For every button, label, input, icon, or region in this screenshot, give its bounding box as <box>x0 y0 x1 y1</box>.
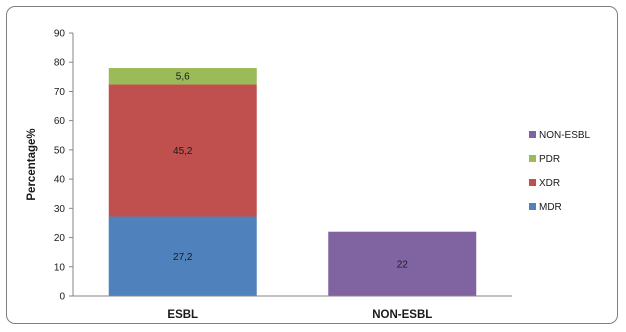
x-tick-label: ESBL <box>167 309 198 321</box>
y-tick-label: 40 <box>54 175 66 186</box>
bar-segment-mdr-esbl <box>108 216 257 296</box>
stacked-bar-chart: 0 10 20 30 40 50 60 70 80 90 27,2 45,2 5,6 22 ESBL NO… <box>26 29 591 322</box>
bar-segment-pdr-esbl <box>108 68 257 85</box>
chart-frame: 0 10 20 30 40 50 60 70 80 90 27,2 45,2 5,6 22 ESBL NO… <box>6 6 618 324</box>
legend-label-mdr: MDR <box>539 202 562 213</box>
y-tick-label: 90 <box>54 29 66 40</box>
y-axis: 0 10 20 30 40 50 60 70 80 90 <box>54 29 74 303</box>
y-tick-label: 50 <box>54 145 66 156</box>
legend-swatch-xdr <box>529 179 536 186</box>
data-label-mdr-esbl: 27,2 <box>173 252 193 263</box>
bars: 27,2 45,2 5,6 22 <box>108 68 477 296</box>
x-tick-label: NON-ESBL <box>372 309 432 321</box>
y-tick-label: 10 <box>54 262 66 273</box>
data-label-non-esbl-non-esbl: 22 <box>397 259 409 270</box>
legend-swatch-pdr <box>529 155 536 162</box>
data-label-pdr-esbl: 5,6 <box>176 72 190 83</box>
y-tick-label: 0 <box>59 292 65 303</box>
legend-label-xdr: XDR <box>539 178 560 189</box>
y-tick-label: 70 <box>54 87 66 98</box>
legend: NON-ESBL PDR XDR MDR <box>529 130 591 213</box>
y-axis-label: Percentage% <box>26 128 38 200</box>
bar-segment-non-esbl-non-esbl <box>328 231 477 296</box>
legend-swatch-mdr <box>529 203 536 210</box>
bar-segment-xdr-esbl <box>108 84 257 217</box>
y-tick-label: 60 <box>54 116 66 127</box>
legend-swatch-non-esbl <box>529 131 536 138</box>
y-tick-label: 30 <box>54 204 66 215</box>
legend-label-non-esbl: NON-ESBL <box>539 130 591 141</box>
y-tick-label: 20 <box>54 233 66 244</box>
legend-label-pdr: PDR <box>539 154 560 165</box>
data-label-xdr-esbl: 45,2 <box>173 146 193 157</box>
x-axis: ESBL NON-ESBL <box>73 295 512 321</box>
y-tick-label: 80 <box>54 58 66 69</box>
